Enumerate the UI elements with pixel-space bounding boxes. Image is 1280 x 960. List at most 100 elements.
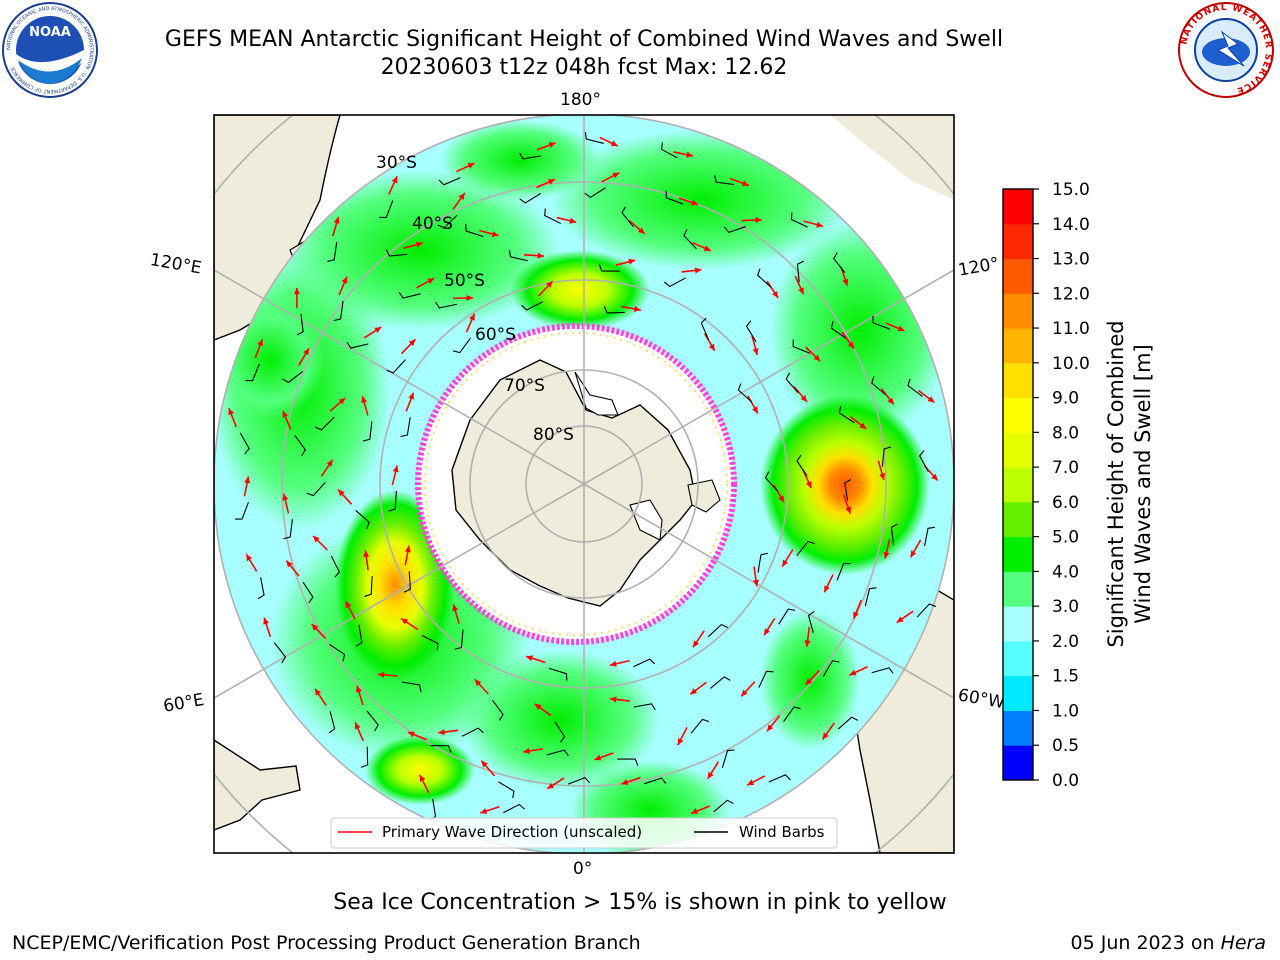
wind-barb <box>783 706 801 723</box>
wind-barb <box>758 670 774 688</box>
colorbar-tick-label: 1.5 <box>1052 667 1079 687</box>
wind-barb <box>401 681 422 692</box>
wave-arrow-head <box>338 489 345 497</box>
wind-barb <box>721 749 735 768</box>
wave-arrow-head <box>545 281 553 288</box>
colorbar-segment <box>1003 328 1033 364</box>
wave-arrow-head <box>849 669 857 676</box>
sea-ice-note: Sea Ice Concentration > 15% is shown in … <box>333 890 947 915</box>
wave-arrow-head <box>633 305 641 312</box>
colorbar-tick-label: 5.0 <box>1052 528 1079 548</box>
colorbar-label-line2: Wind Waves and Swell [m] <box>1131 344 1155 624</box>
wave-arrow-head <box>847 341 854 349</box>
noaa-logo: NOAA NATIONAL OCEANIC AND ATMOSPHERIC AD… <box>2 2 98 98</box>
wave-arrow-head <box>244 476 251 484</box>
colorbar-tick-label: 13.0 <box>1052 250 1090 270</box>
wave-arrow-head <box>408 392 415 400</box>
colorbar-tick-label: 15.0 <box>1052 180 1090 200</box>
colorbar-tick-label: 6.0 <box>1052 493 1079 513</box>
wind-barb <box>598 264 620 272</box>
wave-arrow-head <box>883 551 890 559</box>
colorbar-segment <box>1003 467 1033 503</box>
wind-barb <box>745 320 757 342</box>
wind-barb <box>709 676 731 689</box>
wave-arrow-head <box>805 678 813 685</box>
colorbar-frame <box>1002 188 1034 781</box>
colorbar-segment <box>1003 536 1033 572</box>
wind-barb <box>544 208 562 225</box>
wave-arrow-head <box>392 465 399 473</box>
wind-barb <box>796 260 804 283</box>
wind-barb <box>683 229 697 250</box>
wind-barb <box>400 417 411 438</box>
wind-barb <box>355 624 363 647</box>
wind-barb <box>790 212 808 228</box>
wave-arrow-head <box>782 559 789 567</box>
wave-arrow-head <box>896 616 904 623</box>
wind-barb <box>890 523 898 546</box>
wave-arrow-head <box>257 339 263 347</box>
wave-arrow-head <box>537 252 544 259</box>
colorbar-segment <box>1003 606 1033 642</box>
chart-subtitle: 20230603 t12z 048h fcst Max: 12.62 <box>380 55 788 80</box>
wave-arrow-head <box>747 779 755 786</box>
colorbar-tick-label: 2.0 <box>1052 632 1079 652</box>
colorbar-segment <box>1003 397 1033 433</box>
colorbar-segment <box>1003 189 1033 225</box>
colorbar-tick-label: 1.0 <box>1052 701 1079 721</box>
wind-barb <box>633 658 656 668</box>
wind-barb <box>881 446 892 467</box>
lat-label-80s: 80°S <box>533 425 574 445</box>
wind-barb <box>498 781 515 799</box>
wave-arrow-head <box>677 738 684 746</box>
wave-arrow-head <box>438 729 445 736</box>
wave-arrow-head <box>569 217 577 224</box>
colorbar-tick-label: 4.0 <box>1052 562 1079 582</box>
wave-arrow-head <box>752 406 758 414</box>
wind-barb <box>567 776 591 785</box>
wave-arrow-head <box>333 216 340 224</box>
wind-barb <box>355 509 370 529</box>
lat-label-60s: 60°S <box>475 325 516 345</box>
wind-barb <box>714 175 735 186</box>
colorbar-tick-label: 11.0 <box>1052 319 1090 339</box>
wave-arrow-head <box>764 628 771 636</box>
colorbar-tick-label: 14.0 <box>1052 215 1090 235</box>
wind-barb <box>737 383 753 403</box>
colorbar-tick-label: 0.0 <box>1052 771 1079 791</box>
wind-barb <box>621 206 634 228</box>
wave-arrow-head <box>693 640 700 648</box>
wave-arrow-head <box>452 604 459 612</box>
wave-arrow-head <box>609 696 617 703</box>
wind-barb <box>385 249 408 257</box>
wind-barb <box>454 629 464 650</box>
wind-barb <box>438 177 461 186</box>
wave-arrow-head <box>408 339 416 346</box>
wind-barb <box>864 587 877 607</box>
wave-arrow-head <box>415 241 423 248</box>
wind-barb <box>664 277 686 288</box>
map-frame <box>213 114 955 854</box>
wave-arrow-head <box>355 685 362 693</box>
wave-arrow-head <box>286 560 293 568</box>
colorbar: 0.0 0.5 1.0 1.5 2.0 3.0 4.0 5.0 6.0 7.0 8.0 9.0 10.0… <box>1002 180 1155 791</box>
colorbar-tick-label: 8.0 <box>1052 423 1079 443</box>
chart-title: GEFS MEAN Antarctic Significant Height o… <box>164 27 1004 52</box>
wind-barb <box>764 471 779 492</box>
wave-arrow-head <box>752 579 759 587</box>
colorbar-segment <box>1003 223 1033 260</box>
wave-arrow-head <box>910 550 917 558</box>
wind-barb <box>364 576 373 597</box>
wave-arrow-head <box>805 481 812 489</box>
wind-barb <box>756 268 772 288</box>
wind-barb <box>844 479 852 501</box>
wave-arrow-head <box>246 554 253 562</box>
wave-arrow-head <box>804 640 811 647</box>
wind-barb <box>546 749 569 757</box>
wind-barb <box>660 142 678 159</box>
wind-barb <box>644 777 667 785</box>
wind-barb <box>723 226 747 233</box>
wind-barb <box>833 252 846 274</box>
wave-arrow-head <box>481 760 488 768</box>
colorbar-tick-label: 12.0 <box>1052 284 1090 304</box>
